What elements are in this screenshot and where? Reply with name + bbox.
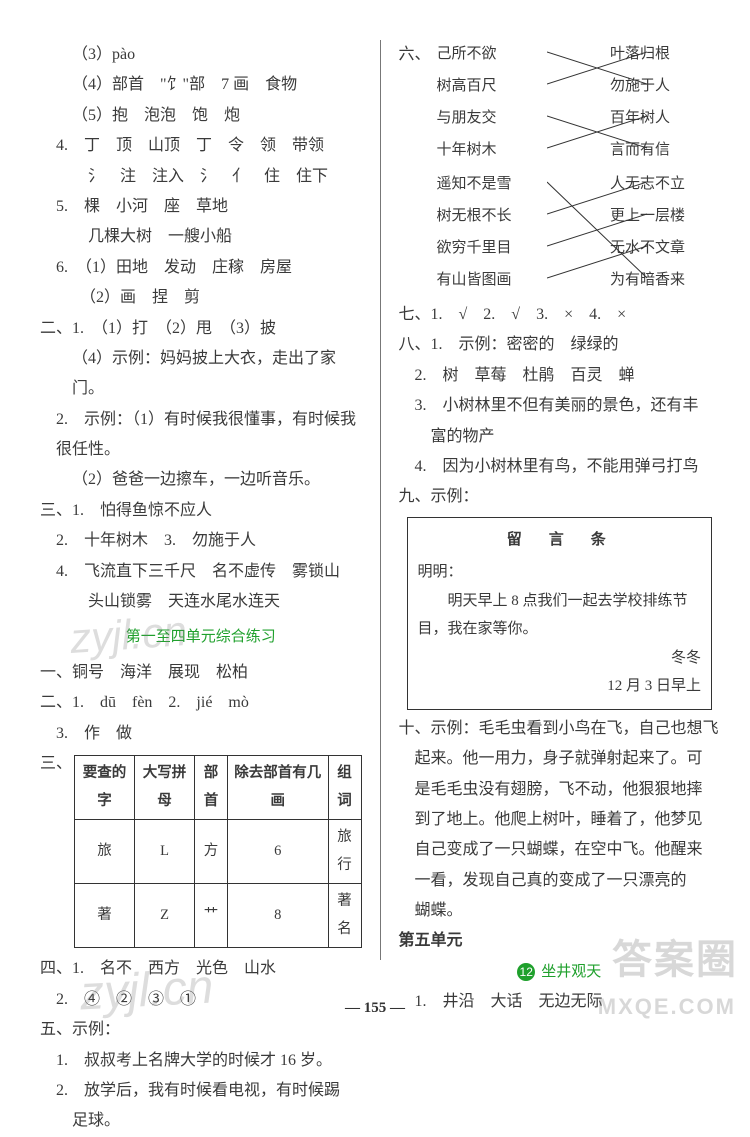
table-row: 旅 L 方 6 旅行 [75, 820, 362, 884]
td: 著名 [328, 884, 361, 948]
td: 艹 [195, 884, 228, 948]
text: 氵 注 注入 氵 亻 住 住下 [40, 162, 362, 192]
matching-diagram-1: 己所不欲 树高百尺 与朋友交 十年树木 叶落归根 勿施于人 百年树人 言而有信 [437, 40, 721, 170]
label: 三、 [40, 749, 66, 779]
match-lines [547, 170, 647, 300]
text: 七、1. √ 2. √ 3. × 4. × [399, 300, 721, 330]
match-left: 遥知不是雪 [437, 170, 547, 199]
text: 4. 因为小树林里有鸟，不能用弹弓打鸟 [399, 452, 721, 482]
text: 4. 飞流直下三千尺 名不虚传 雾锁山 [40, 557, 362, 587]
note-body: 明天早上 8 点我们一起去学校排练节目，我在家等你。 [418, 587, 702, 644]
text: 蝴蝶。 [399, 896, 721, 926]
match-left: 树高百尺 [437, 72, 547, 101]
text: 是毛毛虫没有翅膀，飞不动，他狠狠地摔 [399, 775, 721, 805]
td: L [135, 820, 195, 884]
text: 一看，发现自己真的变成了一只漂亮的 [399, 866, 721, 896]
text: 2. 树 草莓 杜鹃 百灵 蝉 [399, 361, 721, 391]
match-left: 树无根不长 [437, 202, 547, 231]
text: 头山锁雾 天连水尾水连天 [40, 587, 362, 617]
lookup-table: 要查的字 大写拼母 部首 除去部首有几画 组词 旅 L 方 6 旅行 著 [74, 755, 362, 948]
column-divider [380, 40, 381, 960]
th: 组词 [328, 756, 361, 820]
match-left: 欲穷千里目 [437, 234, 547, 263]
text: 2. 示例：（1）有时候我很懂事，有时候我 [40, 405, 362, 435]
lesson-title: 坐井观天 [541, 963, 601, 980]
note-name: 明明： [418, 558, 702, 587]
td: 8 [228, 884, 329, 948]
text: 很任性。 [40, 435, 362, 465]
page-number: — 155 — [0, 994, 750, 1023]
lesson-number-icon: 12 [517, 963, 535, 981]
table-row: 要查的字 大写拼母 部首 除去部首有几画 组词 [75, 756, 362, 820]
note-title: 留 言 条 [418, 526, 702, 555]
text: （3）pào [40, 40, 362, 70]
note-sign: 冬冬 [418, 644, 702, 673]
th: 部首 [195, 756, 228, 820]
text: 自己变成了一只蝴蝶，在空中飞。他醒来 [399, 835, 721, 865]
match-left: 与朋友交 [437, 104, 547, 133]
text: 5. 棵 小河 座 草地 [40, 192, 362, 222]
text: 1. 叔叔考上名牌大学的时候才 16 岁。 [40, 1046, 362, 1076]
text: （5）抱 泡泡 饱 炮 [40, 101, 362, 131]
unit-heading: 第五单元 [399, 926, 721, 956]
table-row: 著 Z 艹 8 著名 [75, 884, 362, 948]
text: （2）画 捏 剪 [40, 283, 362, 313]
text: 一、铜号 海洋 展现 松柏 [40, 658, 362, 688]
left-column: （3）pào （4）部首 "饣"部 7 画 食物 （5）抱 泡泡 饱 炮 4. … [40, 40, 362, 960]
td: 方 [195, 820, 228, 884]
text: 2. 放学后，我有时候看电视，有时候踢 [40, 1076, 362, 1106]
th: 除去部首有几画 [228, 756, 329, 820]
text: 2. 十年树木 3. 勿施于人 [40, 526, 362, 556]
text: 三、1. 怕得鱼惊不应人 [40, 496, 362, 526]
match-left: 己所不欲 [437, 40, 547, 69]
td: 旅 [75, 820, 135, 884]
match-left: 有山皆图画 [437, 266, 547, 295]
text: 十、示例：毛毛虫看到小鸟在飞，自己也想飞 [399, 714, 721, 744]
right-column: 六、 己所不欲 树高百尺 与朋友交 十年树木 叶落归根 勿施于人 百年树人 言而… [399, 40, 721, 960]
text: 4. 丁 顶 山顶 丁 令 领 带领 [40, 131, 362, 161]
label: 六、 [399, 40, 427, 300]
td: 旅行 [328, 820, 361, 884]
text: 二、1. dū fèn 2. jié mò [40, 688, 362, 718]
text: （4）部首 "饣"部 7 画 食物 [40, 70, 362, 100]
td: 著 [75, 884, 135, 948]
text: 足球。 [40, 1106, 362, 1136]
match-left: 十年树木 [437, 136, 547, 165]
text: 到了地上。他爬上树叶，睡着了，他梦见 [399, 805, 721, 835]
text: 3. 小树林里不但有美丽的景色，还有丰 [399, 391, 721, 421]
text: 6. （1）田地 发动 庄稼 房屋 [40, 253, 362, 283]
text: 几棵大树 一艘小船 [40, 222, 362, 252]
td: Z [135, 884, 195, 948]
text: 九、示例： [399, 482, 721, 512]
text: 八、1. 示例：密密的 绿绿的 [399, 330, 721, 360]
matching-diagram-2: 遥知不是雪 树无根不长 欲穷千里目 有山皆图画 人无志不立 更上一层楼 无水不文… [437, 170, 721, 300]
text: 起来。他一用力，身子就弹射起来了。可 [399, 744, 721, 774]
th: 大写拼母 [135, 756, 195, 820]
note-box: 留 言 条 明明： 明天早上 8 点我们一起去学校排练节目，我在家等你。 冬冬 … [407, 517, 713, 710]
td: 6 [228, 820, 329, 884]
section-title: 第一至四单元综合练习 [40, 623, 362, 652]
text: （2）爸爸一边擦车，一边听音乐。 [40, 465, 362, 495]
text: （4）示例：妈妈披上大衣，走出了家门。 [40, 344, 362, 405]
text: 二、1. （1）打 （2）甩 （3）披 [40, 314, 362, 344]
match-lines [547, 40, 647, 170]
text: 富的物产 [399, 422, 721, 452]
note-date: 12 月 3 日早上 [418, 672, 702, 701]
lesson-heading: 12 坐井观天 [399, 958, 721, 987]
text: 四、1. 名不 西方 光色 山水 [40, 954, 362, 984]
th: 要查的字 [75, 756, 135, 820]
text: 3. 作 做 [40, 719, 362, 749]
